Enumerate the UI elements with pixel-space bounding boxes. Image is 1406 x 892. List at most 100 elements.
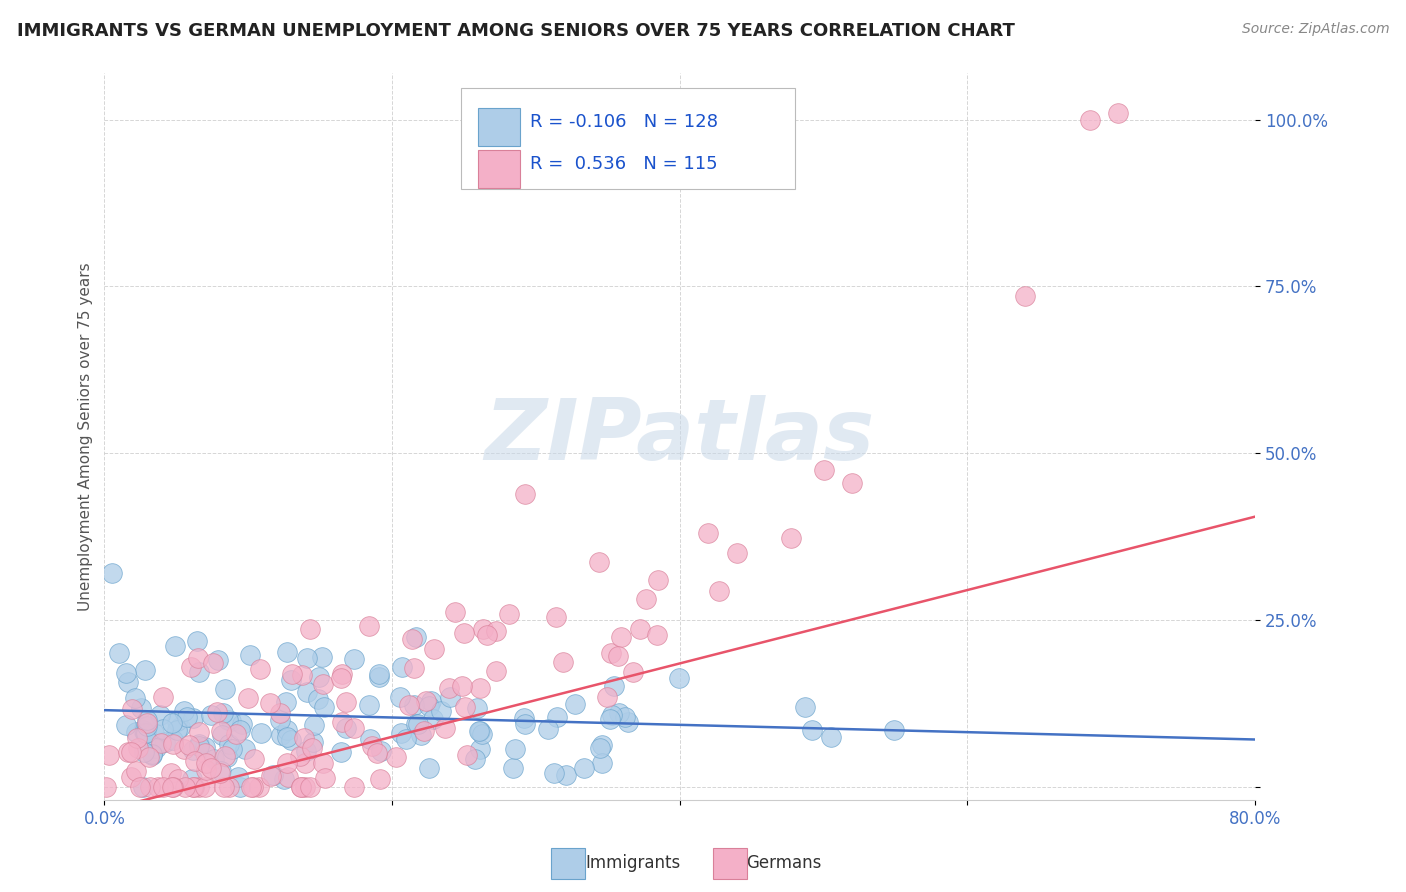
Point <box>135 725 157 739</box>
Point <box>343 721 366 735</box>
Point <box>475 628 498 642</box>
Point <box>385 749 408 764</box>
Point <box>780 531 803 545</box>
Text: R =  0.536   N = 115: R = 0.536 N = 115 <box>530 155 717 173</box>
Point <box>464 752 486 766</box>
Point <box>359 698 381 712</box>
Point <box>409 728 432 742</box>
Point <box>591 756 613 771</box>
Point <box>330 715 353 730</box>
Point <box>312 700 335 714</box>
Point <box>405 716 427 731</box>
Point <box>132 723 155 737</box>
Point <box>291 668 314 682</box>
Point <box>307 692 329 706</box>
Point <box>592 738 614 752</box>
Point <box>281 667 304 681</box>
Point <box>229 780 252 794</box>
Point <box>205 705 228 719</box>
Point <box>311 756 333 770</box>
Point <box>302 735 325 749</box>
Point <box>136 719 159 733</box>
Point <box>176 709 198 723</box>
Point <box>247 780 270 794</box>
Point <box>242 780 264 794</box>
Point <box>233 741 256 756</box>
Point <box>292 731 315 746</box>
Point <box>131 701 153 715</box>
Point <box>513 711 536 725</box>
Point <box>515 487 537 501</box>
Point <box>134 726 156 740</box>
Point <box>162 780 184 794</box>
Point <box>361 739 384 754</box>
Point <box>602 707 624 722</box>
Point <box>125 764 148 778</box>
Point <box>134 663 156 677</box>
Point <box>883 723 905 737</box>
Point <box>574 760 596 774</box>
Point <box>276 756 298 770</box>
Point <box>155 735 177 749</box>
FancyBboxPatch shape <box>461 87 794 189</box>
Text: Immigrants: Immigrants <box>585 855 681 872</box>
Point <box>413 723 436 738</box>
Point <box>301 741 323 756</box>
Point <box>127 740 149 755</box>
Point <box>543 765 565 780</box>
Point <box>139 780 162 794</box>
Point <box>125 725 148 739</box>
Point <box>546 710 568 724</box>
Point <box>621 665 644 679</box>
Point <box>468 681 491 695</box>
Point <box>195 763 218 777</box>
Point <box>269 713 291 727</box>
Point <box>398 698 420 712</box>
Point <box>148 780 170 794</box>
Point <box>370 772 392 786</box>
Point <box>200 707 222 722</box>
Point <box>187 651 209 665</box>
Point <box>215 749 238 764</box>
Point <box>160 716 183 731</box>
Point <box>468 724 491 739</box>
Point <box>388 690 411 705</box>
Point <box>422 712 444 726</box>
Point <box>389 726 412 740</box>
Point <box>801 723 824 738</box>
Point <box>606 649 628 664</box>
FancyBboxPatch shape <box>478 108 520 145</box>
Point <box>439 690 461 705</box>
Point <box>211 728 233 742</box>
Point <box>589 741 612 756</box>
Point <box>228 723 250 738</box>
Point <box>485 664 508 678</box>
Point <box>793 700 815 714</box>
Point <box>166 723 188 737</box>
Point <box>357 619 380 633</box>
Point <box>415 694 437 708</box>
Point <box>502 761 524 775</box>
Point <box>1107 106 1129 120</box>
Point <box>225 727 247 741</box>
Point <box>295 744 318 758</box>
Point <box>277 771 299 785</box>
Point <box>697 526 720 541</box>
Point <box>418 761 440 775</box>
Point <box>433 721 456 735</box>
Point <box>231 717 253 731</box>
Point <box>367 670 389 684</box>
Point <box>120 745 142 759</box>
Point <box>707 583 730 598</box>
Point <box>294 780 316 794</box>
Text: Source: ZipAtlas.com: Source: ZipAtlas.com <box>1241 22 1389 37</box>
Point <box>209 723 232 738</box>
Point <box>240 780 263 794</box>
Point <box>162 732 184 747</box>
Point <box>180 772 202 787</box>
Point <box>430 705 453 719</box>
Point <box>132 780 155 794</box>
Point <box>270 728 292 742</box>
Point <box>453 625 475 640</box>
Point <box>181 780 204 794</box>
